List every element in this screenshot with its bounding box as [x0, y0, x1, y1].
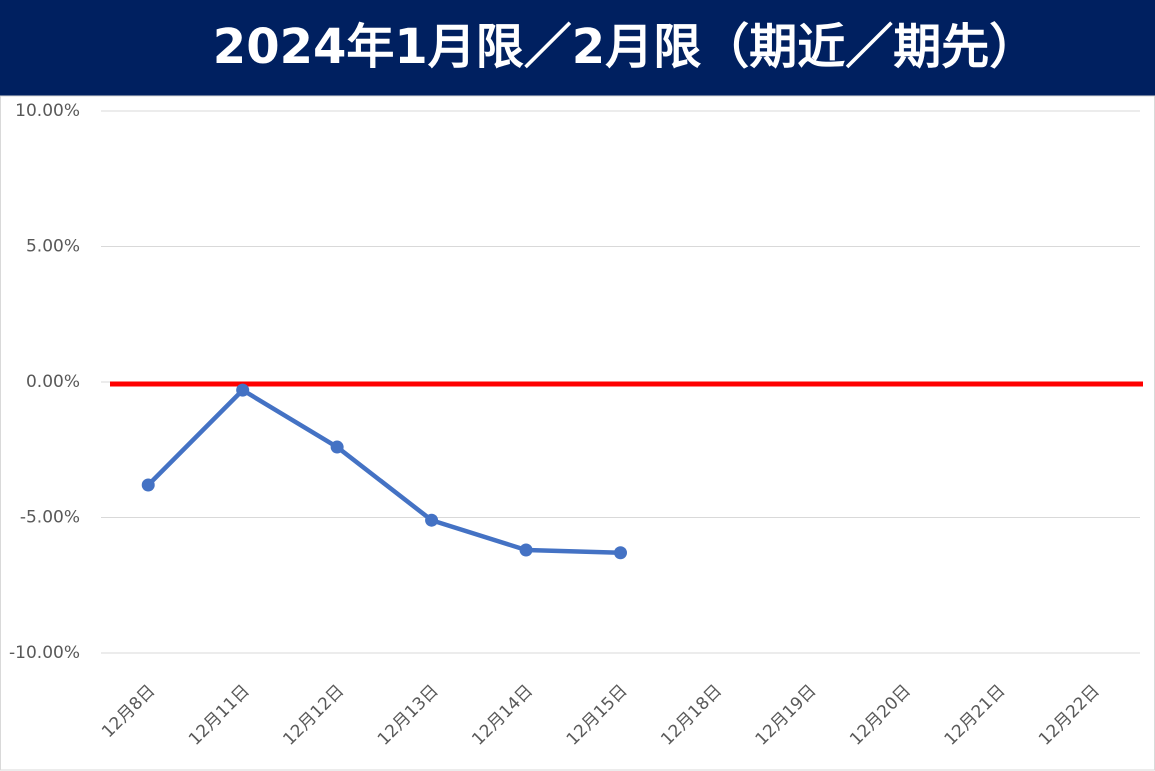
x-tick-label: 12月13日	[374, 681, 443, 750]
y-tick-label: 0.00%	[26, 372, 80, 392]
y-tick-label: 5.00%	[26, 237, 80, 257]
x-tick-label: 12月14日	[468, 681, 537, 750]
data-point	[614, 546, 627, 560]
x-tick-label: 12月11日	[185, 681, 254, 750]
x-tick-label: 12月15日	[563, 681, 632, 750]
x-tick-label: 12月8日	[98, 681, 159, 742]
chart-title: 2024年1月限／2月限（期近／期先）	[213, 19, 1037, 75]
data-point	[236, 383, 250, 397]
x-tick-label: 12月18日	[657, 681, 726, 750]
y-tick-label: 10.00%	[15, 101, 80, 121]
title-banner	[0, 0, 1155, 96]
x-tick-label: 12月12日	[279, 681, 348, 750]
chart-border	[0, 95, 1155, 771]
data-point	[519, 543, 533, 557]
y-tick-label: -5.00%	[20, 508, 80, 528]
y-tick-label: -10.00%	[9, 643, 80, 663]
x-tick-label: 12月20日	[846, 681, 915, 750]
data-point	[330, 440, 344, 454]
x-tick-label: 12月19日	[752, 681, 821, 750]
x-tick-label: 12月21日	[941, 681, 1010, 750]
data-point	[141, 478, 155, 492]
x-tick-label: 12月22日	[1035, 681, 1104, 750]
data-line	[146, 387, 621, 555]
data-point	[425, 513, 439, 527]
